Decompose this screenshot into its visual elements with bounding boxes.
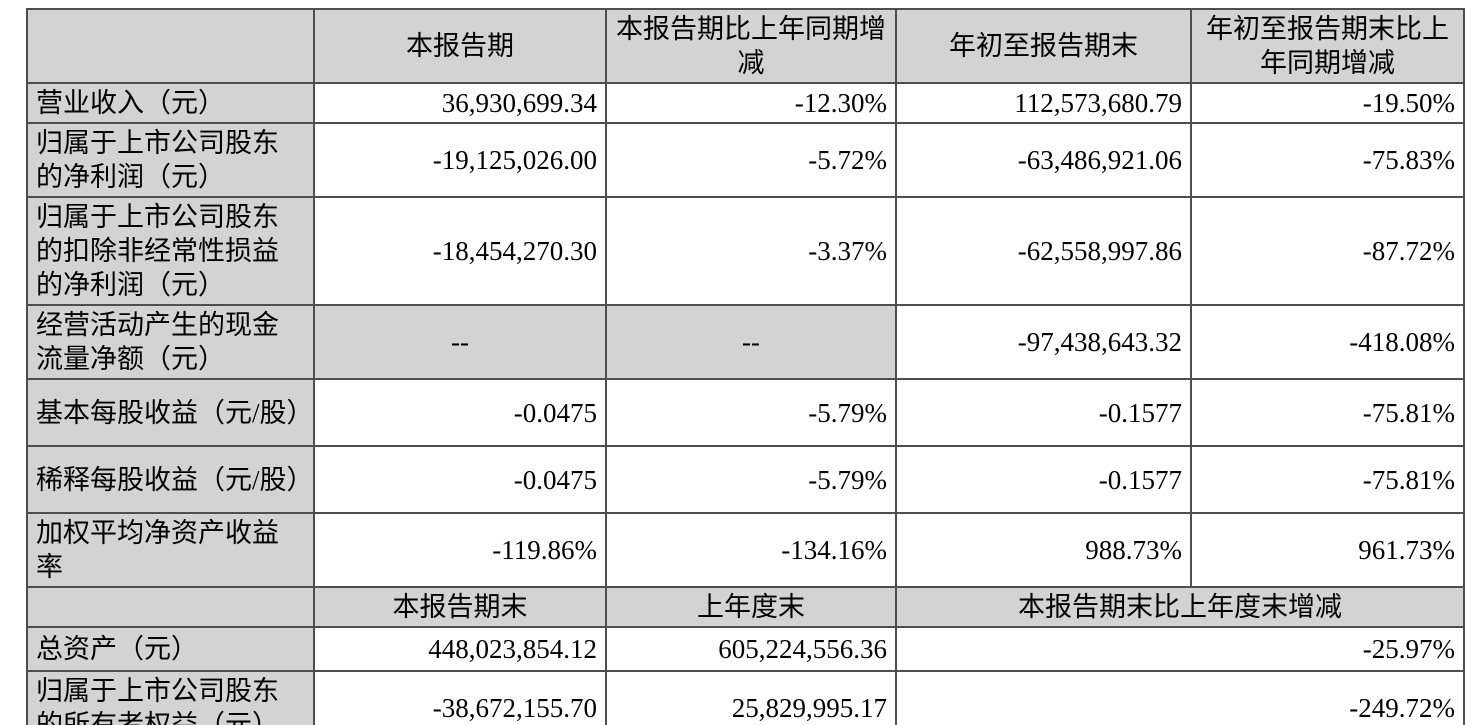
value-cell: -97,438,643.32 [895, 304, 1192, 380]
financial-summary-table: 本报告期 本报告期比上年同期增减 年初至报告期末 年初至报告期末比上年同期增减 … [26, 8, 1465, 725]
header-current-period-yoy-change: 本报告期比上年同期增减 [605, 8, 897, 84]
value-cell: -75.81% [1190, 445, 1465, 514]
value-cell: -5.72% [605, 122, 897, 198]
value-cell: -38,672,155.70 [313, 670, 607, 725]
value-cell: -0.1577 [895, 445, 1192, 514]
value-cell: -5.79% [605, 445, 897, 514]
table-header-row: 本报告期 本报告期比上年同期增减 年初至报告期末 年初至报告期末比上年同期增减 [26, 8, 1465, 84]
value-cell: -134.16% [605, 512, 897, 588]
value-cell: -12.30% [605, 82, 897, 124]
table-row-net-profit-excl-nonrecurring: 归属于上市公司股东的扣除非经常性损益的净利润（元） -18,454,270.30… [26, 196, 1465, 306]
subheader-corner-cell [26, 586, 315, 628]
value-cell: -418.08% [1190, 304, 1465, 380]
row-label: 稀释每股收益（元/股） [26, 445, 315, 514]
header-current-period: 本报告期 [313, 8, 607, 84]
value-cell: -75.81% [1190, 378, 1465, 447]
value-cell: 25,829,995.17 [605, 670, 897, 725]
row-label: 归属于上市公司股东的净利润（元） [26, 122, 315, 198]
table-row-operating-cash-flow: 经营活动产生的现金流量净额（元） -- -- -97,438,643.32 -4… [26, 304, 1465, 380]
table-subheader-row: 本报告期末 上年度末 本报告期末比上年度末增减 [26, 586, 1465, 628]
value-cell: -75.83% [1190, 122, 1465, 198]
value-cell: -25.97% [895, 626, 1465, 672]
header-ytd: 年初至报告期末 [895, 8, 1192, 84]
table-row-operating-revenue: 营业收入（元） 36,930,699.34 -12.30% 112,573,68… [26, 82, 1465, 124]
value-cell: -87.72% [1190, 196, 1465, 306]
subheader-change-vs-prior-year-end: 本报告期末比上年度末增减 [895, 586, 1465, 628]
table-row-diluted-eps: 稀释每股收益（元/股） -0.0475 -5.79% -0.1577 -75.8… [26, 445, 1465, 514]
row-label: 归属于上市公司股东的扣除非经常性损益的净利润（元） [26, 196, 315, 306]
value-cell: 448,023,854.12 [313, 626, 607, 672]
row-label: 加权平均净资产收益率 [26, 512, 315, 588]
corner-cell [26, 8, 315, 84]
value-cell: 605,224,556.36 [605, 626, 897, 672]
subheader-period-end: 本报告期末 [313, 586, 607, 628]
value-cell: 36,930,699.34 [313, 82, 607, 124]
table-row-basic-eps: 基本每股收益（元/股） -0.0475 -5.79% -0.1577 -75.8… [26, 378, 1465, 447]
subheader-prior-year-end: 上年度末 [605, 586, 897, 628]
value-cell: -19.50% [1190, 82, 1465, 124]
value-cell: 988.73% [895, 512, 1192, 588]
value-cell: -0.1577 [895, 378, 1192, 447]
value-cell: -18,454,270.30 [313, 196, 607, 306]
value-cell: -63,486,921.06 [895, 122, 1192, 198]
value-cell: -249.72% [895, 670, 1465, 725]
row-label: 归属于上市公司股东的所有者权益（元） [26, 670, 315, 725]
row-label: 总资产（元） [26, 626, 315, 672]
value-cell-na: -- [605, 304, 897, 380]
row-label: 基本每股收益（元/股） [26, 378, 315, 447]
value-cell-na: -- [313, 304, 607, 380]
value-cell: -0.0475 [313, 445, 607, 514]
header-ytd-yoy-change: 年初至报告期末比上年同期增减 [1190, 8, 1465, 84]
value-cell: -62,558,997.86 [895, 196, 1192, 306]
table-row-weighted-avg-roe: 加权平均净资产收益率 -119.86% -134.16% 988.73% 961… [26, 512, 1465, 588]
value-cell: -19,125,026.00 [313, 122, 607, 198]
table-row-net-profit: 归属于上市公司股东的净利润（元） -19,125,026.00 -5.72% -… [26, 122, 1465, 198]
value-cell: -3.37% [605, 196, 897, 306]
table-row-total-assets: 总资产（元） 448,023,854.12 605,224,556.36 -25… [26, 626, 1465, 672]
value-cell: -0.0475 [313, 378, 607, 447]
table-row-equity-attributable-to-shareholders: 归属于上市公司股东的所有者权益（元） -38,672,155.70 25,829… [26, 670, 1465, 725]
value-cell: -119.86% [313, 512, 607, 588]
value-cell: 961.73% [1190, 512, 1465, 588]
value-cell: -5.79% [605, 378, 897, 447]
value-cell: 112,573,680.79 [895, 82, 1192, 124]
row-label: 经营活动产生的现金流量净额（元） [26, 304, 315, 380]
row-label: 营业收入（元） [26, 82, 315, 124]
